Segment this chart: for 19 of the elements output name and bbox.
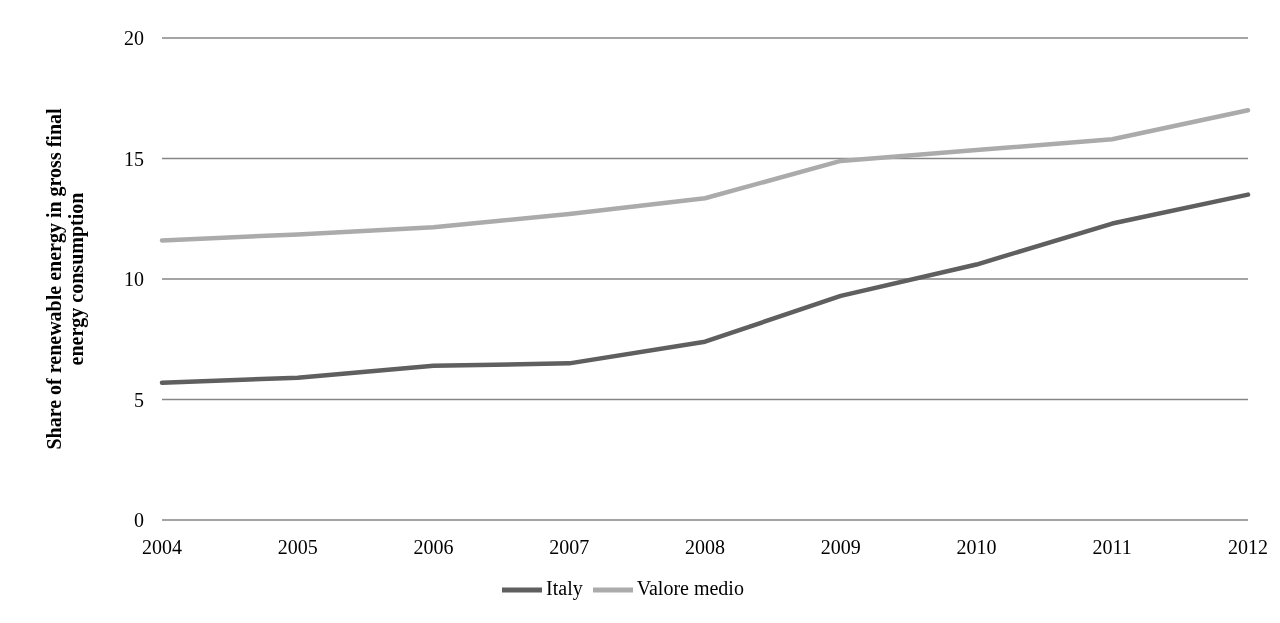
x-tick-label: 2009 xyxy=(820,536,861,559)
y-tick-label: 5 xyxy=(134,388,144,411)
y-tick-label: 15 xyxy=(124,147,144,170)
y-axis-title: Share of renewable energy in gross final energy consumption xyxy=(43,108,88,450)
x-tick-label: 2012 xyxy=(1228,536,1268,559)
x-tick-label: 2005 xyxy=(277,536,318,559)
x-tick-label: 2010 xyxy=(956,536,997,559)
legend-label: Italy xyxy=(546,576,583,599)
y-tick-label: 0 xyxy=(134,509,144,532)
x-tick-label: 2006 xyxy=(413,536,454,559)
line-series xyxy=(159,108,1251,243)
y-tick-label: 20 xyxy=(124,27,144,50)
y-tick-label: 10 xyxy=(124,268,144,291)
x-tick-label: 2004 xyxy=(142,536,182,559)
legend-label: Valore medio xyxy=(636,576,744,599)
x-tick-label: 2007 xyxy=(549,536,590,559)
x-tick-label: 2008 xyxy=(685,536,725,559)
line-series xyxy=(159,192,1251,385)
x-tick-label: 2011 xyxy=(1092,536,1132,559)
